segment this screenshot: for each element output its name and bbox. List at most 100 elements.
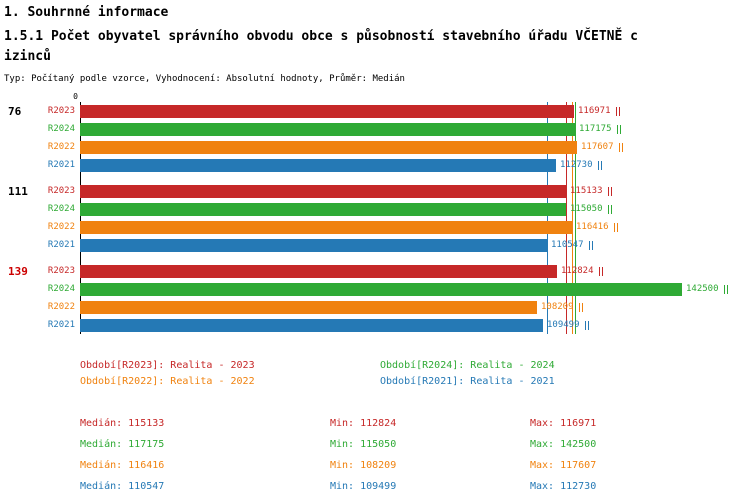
bar-value: 116971 — [578, 106, 611, 116]
minmax-tick — [601, 266, 603, 276]
indicator-subtitle: Typ: Počítaný podle vzorce, Vyhodnocení:… — [4, 74, 405, 84]
stat-median: Medián: 117175 — [80, 439, 165, 450]
bar — [80, 104, 574, 118]
minmax-ticks — [618, 142, 623, 152]
bar — [80, 300, 537, 314]
bar-track: 142500 — [80, 280, 750, 298]
minmax-tick — [613, 222, 615, 232]
series-label: R2024 — [47, 124, 75, 134]
bar — [80, 220, 572, 234]
group-label: 76 — [8, 104, 22, 118]
series-label: R2022 — [47, 222, 75, 232]
bar-row: R2022 108209 — [0, 298, 750, 316]
minmax-tick — [621, 142, 623, 152]
minmax-ticks — [598, 266, 603, 276]
bar — [80, 282, 682, 296]
bar-track: 117175 — [80, 120, 750, 138]
bar-value: 142500 — [686, 284, 719, 294]
bar-value: 116416 — [576, 222, 609, 232]
bar-track: 117607 — [80, 138, 750, 156]
bar — [80, 140, 577, 154]
bar-track: 109499 — [80, 316, 750, 334]
bar-value: 117175 — [579, 124, 612, 134]
minmax-tick — [723, 284, 725, 294]
minmax-tick — [610, 186, 612, 196]
bar-row: R2024 115050 — [0, 200, 750, 218]
bar — [80, 318, 543, 332]
stats-row-R2024: Medián: 117175 Min: 115050 Max: 142500 — [80, 434, 596, 455]
stat-max: Max: 112730 — [530, 481, 597, 492]
median-line-R2021 — [547, 102, 548, 334]
stat-max: Max: 142500 — [530, 439, 597, 450]
bar-track: 116971 — [80, 102, 750, 120]
minmax-ticks — [584, 320, 589, 330]
bar-value: 115133 — [570, 186, 603, 196]
bar-row: R2022 116416 — [0, 218, 750, 236]
bar-row: R2024 117175 — [0, 120, 750, 138]
bar-track: 112730 — [80, 156, 750, 174]
series-label: R2022 — [47, 302, 75, 312]
minmax-tick — [607, 186, 609, 196]
minmax-tick — [610, 204, 612, 214]
bar — [80, 184, 566, 198]
stats-row-R2023: Medián: 115133 Min: 112824 Max: 116971 — [80, 413, 596, 434]
bar-row: R2021 112730 — [0, 156, 750, 174]
minmax-tick — [616, 124, 618, 134]
stat-min: Min: 112824 — [330, 418, 397, 429]
minmax-ticks — [613, 222, 618, 232]
minmax-tick — [598, 266, 600, 276]
minmax-tick — [591, 240, 593, 250]
indicator-heading-line2: izinců — [4, 49, 51, 64]
minmax-tick — [597, 160, 599, 170]
bar — [80, 158, 556, 172]
bar-row: 139 R2023 112824 — [0, 262, 750, 280]
legend-item-R2021: Období[R2021]: Realita - 2021 — [380, 376, 555, 387]
bar-track: 115050 — [80, 200, 750, 218]
bar — [80, 238, 547, 252]
minmax-tick — [588, 240, 590, 250]
bar-value: 112824 — [561, 266, 594, 276]
bar — [80, 202, 566, 216]
bar — [80, 122, 575, 136]
series-label: R2022 — [47, 142, 75, 152]
minmax-tick — [615, 106, 617, 116]
bar-row: 111 R2023 115133 — [0, 182, 750, 200]
bar-track: 110547 — [80, 236, 750, 254]
legend-item-R2024: Období[R2024]: Realita - 2024 — [380, 360, 555, 371]
stat-max: Max: 116971 — [530, 418, 597, 429]
median-line-R2022 — [572, 102, 573, 334]
minmax-tick — [587, 320, 589, 330]
bar-row: R2021 109499 — [0, 316, 750, 334]
bar-track: 108209 — [80, 298, 750, 316]
minmax-tick — [619, 124, 621, 134]
bar-row: R2024 142500 — [0, 280, 750, 298]
stats-row-R2022: Medián: 116416 Min: 108209 Max: 117607 — [80, 455, 596, 476]
minmax-tick — [581, 302, 583, 312]
bar-value: 110547 — [551, 240, 584, 250]
series-label: R2021 — [47, 320, 75, 330]
minmax-tick — [607, 204, 609, 214]
median-line-R2023 — [566, 102, 567, 334]
bar-row: R2021 110547 — [0, 236, 750, 254]
report-title: 1. Souhrnné informace — [4, 5, 169, 20]
group-label: 111 — [8, 184, 28, 198]
minmax-ticks — [615, 106, 620, 116]
stat-median: Medián: 115133 — [80, 418, 165, 429]
group-label: 139 — [8, 264, 28, 278]
report-header: 1. Souhrnné informace 1.5.1 Počet obyvat… — [4, 5, 746, 84]
series-label: R2021 — [47, 240, 75, 250]
minmax-tick — [584, 320, 586, 330]
minmax-tick — [616, 222, 618, 232]
stat-min: Min: 109499 — [330, 481, 397, 492]
bar-value: 112730 — [560, 160, 593, 170]
bar-track: 112824 — [80, 262, 750, 280]
minmax-ticks — [723, 284, 728, 294]
minmax-tick — [726, 284, 728, 294]
minmax-ticks — [588, 240, 593, 250]
minmax-ticks — [597, 160, 602, 170]
series-label: R2023 — [47, 266, 75, 276]
minmax-tick — [618, 106, 620, 116]
median-line-R2024 — [575, 102, 576, 334]
grouped-bar-chart: 0 76 R2023 116971 R2024 117175 R2022 117607 R20… — [0, 90, 750, 350]
stats-table: Medián: 115133 Min: 112824 Max: 116971 Medi… — [80, 413, 596, 497]
